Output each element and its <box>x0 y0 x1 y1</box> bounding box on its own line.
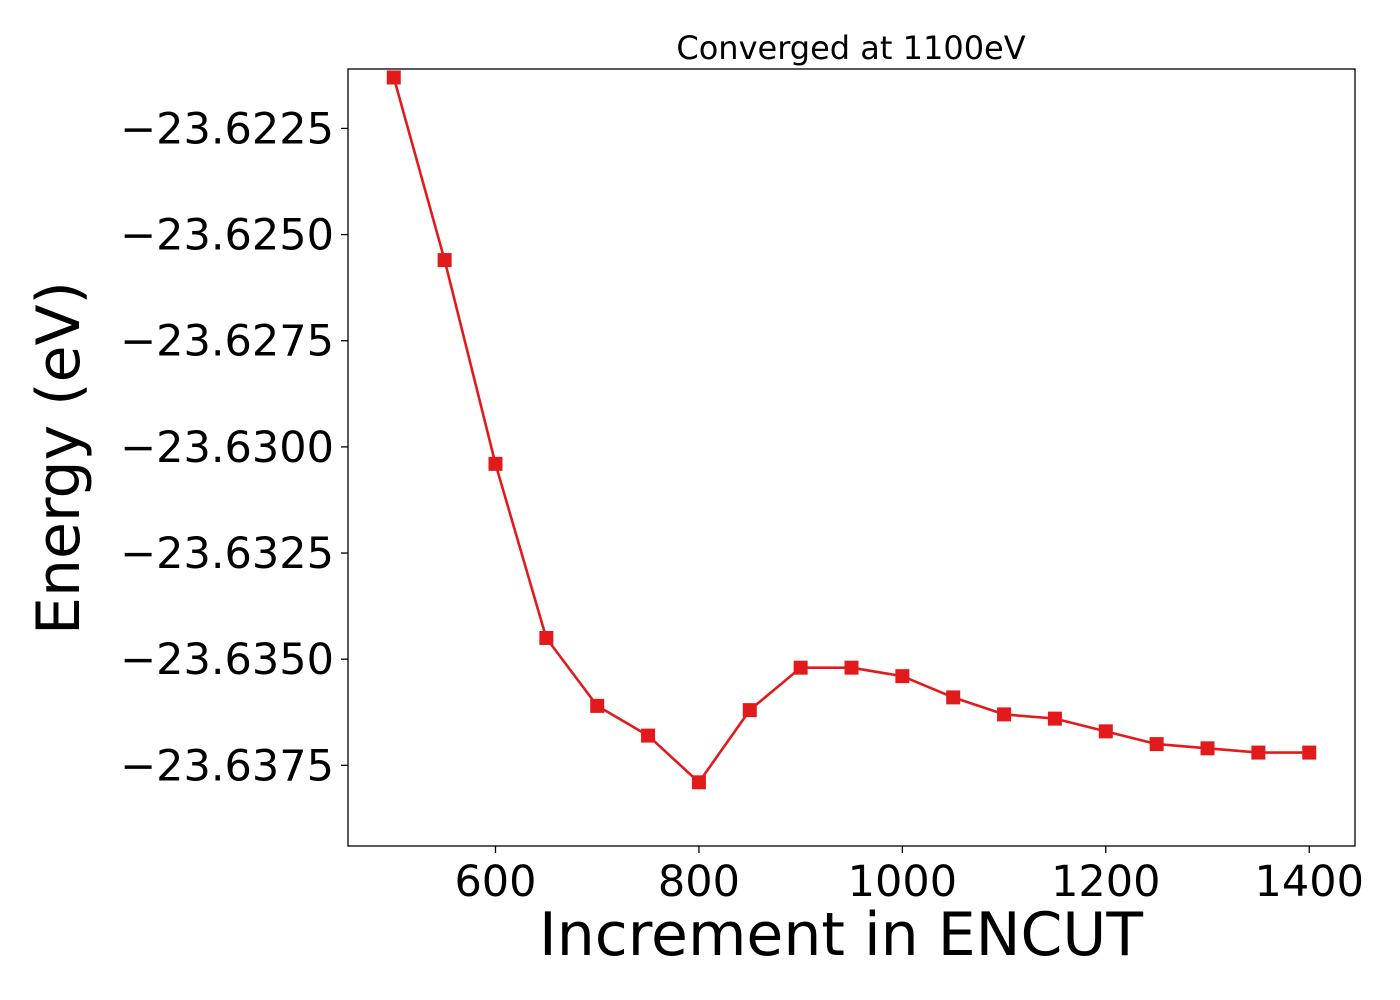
data-point-marker <box>539 630 554 645</box>
data-point-marker <box>437 253 452 268</box>
data-point-marker <box>1149 737 1164 752</box>
y-tick-label: −23.6350 <box>120 635 334 685</box>
data-point-marker <box>844 660 859 675</box>
y-tick-label: −23.6325 <box>120 529 334 579</box>
y-axis-ticks: −23.6225 −23.6250 −23.6275 −23.6300 −23.6325… <box>120 104 348 791</box>
data-point-marker <box>1098 724 1113 739</box>
x-axis-ticks: 600 800 1000 1200 1400 <box>454 846 1364 907</box>
y-tick-label: −23.6300 <box>120 423 334 473</box>
data-point-marker <box>641 728 656 743</box>
plot-frame <box>347 68 1356 847</box>
y-tick-label: −23.6225 <box>120 104 334 154</box>
data-point-marker <box>895 669 910 684</box>
data-point-marker <box>691 775 706 790</box>
y-tick-label: −23.6250 <box>120 211 334 261</box>
data-point-marker <box>742 703 757 718</box>
data-point-marker <box>590 698 605 713</box>
x-axis-label: Increment in ENCUT <box>539 900 1143 970</box>
y-tick-label: −23.6375 <box>120 741 334 791</box>
x-tick-label: 1400 <box>1255 857 1364 907</box>
data-point-marker <box>1047 711 1062 726</box>
data-point-marker <box>386 70 401 85</box>
data-series <box>386 70 1317 790</box>
data-point-marker <box>793 660 808 675</box>
data-point-marker <box>1251 745 1266 760</box>
y-tick-label: −23.6275 <box>120 317 334 367</box>
x-tick-label: 1200 <box>1051 857 1160 907</box>
data-point-marker <box>1200 741 1215 756</box>
x-tick-label: 600 <box>454 857 536 907</box>
data-point-marker <box>488 456 503 471</box>
data-point-marker <box>997 707 1012 722</box>
x-tick-label: 1000 <box>848 857 957 907</box>
plot-area <box>347 68 1356 847</box>
data-point-marker <box>946 690 961 705</box>
data-point-marker <box>1302 745 1317 760</box>
y-axis-label: Energy (eV) <box>24 281 94 635</box>
x-tick-label: 800 <box>658 857 740 907</box>
chart-title: Converged at 1100eV <box>676 29 1025 67</box>
